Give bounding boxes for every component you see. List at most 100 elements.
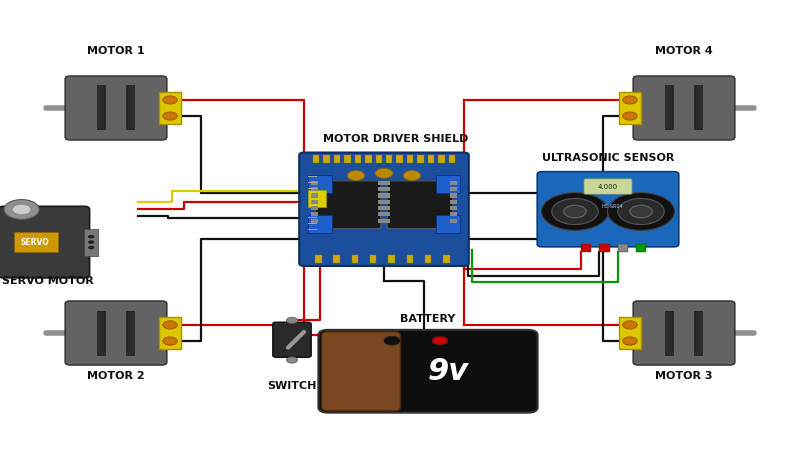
Bar xyxy=(428,155,434,163)
Bar xyxy=(334,155,340,163)
Bar xyxy=(694,86,703,130)
Bar xyxy=(158,317,181,349)
FancyBboxPatch shape xyxy=(65,76,166,140)
Circle shape xyxy=(163,96,178,104)
Circle shape xyxy=(384,336,400,345)
Bar xyxy=(438,155,445,163)
Bar xyxy=(308,215,332,233)
Bar xyxy=(665,310,674,356)
Bar xyxy=(383,187,390,191)
Bar xyxy=(311,187,318,191)
Bar xyxy=(383,212,390,216)
Bar xyxy=(323,155,330,163)
Bar xyxy=(311,206,318,210)
Bar xyxy=(618,244,628,252)
Circle shape xyxy=(286,357,298,363)
Bar xyxy=(406,255,413,263)
Circle shape xyxy=(622,112,638,120)
Bar xyxy=(665,86,674,130)
Bar xyxy=(84,229,98,256)
Bar xyxy=(599,244,610,252)
Bar xyxy=(450,181,457,185)
Bar xyxy=(636,244,646,252)
Text: MOTOR 4: MOTOR 4 xyxy=(655,46,713,56)
Bar xyxy=(378,187,385,191)
Bar xyxy=(126,310,135,356)
Bar xyxy=(397,155,403,163)
Bar xyxy=(694,310,703,356)
Text: 9v: 9v xyxy=(427,357,469,386)
Bar xyxy=(126,86,135,130)
FancyBboxPatch shape xyxy=(273,322,311,357)
Bar xyxy=(344,155,350,163)
Bar xyxy=(425,255,431,263)
Bar xyxy=(315,255,322,263)
Circle shape xyxy=(163,337,178,345)
FancyBboxPatch shape xyxy=(634,76,734,140)
Bar xyxy=(365,155,371,163)
Circle shape xyxy=(88,240,94,244)
Bar xyxy=(383,194,390,198)
Bar xyxy=(378,219,385,223)
Circle shape xyxy=(88,235,94,238)
FancyBboxPatch shape xyxy=(387,181,453,229)
Bar xyxy=(378,194,385,198)
Bar xyxy=(370,255,377,263)
Bar xyxy=(443,255,450,263)
Text: BATTERY: BATTERY xyxy=(400,314,456,324)
Circle shape xyxy=(163,112,178,120)
Bar xyxy=(436,175,460,193)
Bar xyxy=(378,206,385,210)
Bar xyxy=(383,200,390,204)
FancyBboxPatch shape xyxy=(584,179,632,194)
FancyBboxPatch shape xyxy=(65,301,166,365)
Bar xyxy=(581,244,591,252)
Bar xyxy=(308,190,326,207)
Bar xyxy=(313,155,319,163)
FancyBboxPatch shape xyxy=(0,206,90,278)
Bar xyxy=(418,155,424,163)
Circle shape xyxy=(12,204,31,215)
Bar xyxy=(450,219,457,223)
Circle shape xyxy=(542,193,609,230)
Bar xyxy=(311,212,318,216)
FancyBboxPatch shape xyxy=(634,301,734,365)
Circle shape xyxy=(552,198,598,225)
Bar xyxy=(354,155,361,163)
Bar xyxy=(450,206,457,210)
Bar xyxy=(450,187,457,191)
Bar xyxy=(383,206,390,210)
Text: MOTOR 3: MOTOR 3 xyxy=(655,371,713,381)
Text: SERVO MOTOR: SERVO MOTOR xyxy=(2,276,94,286)
Text: SERVO: SERVO xyxy=(21,238,50,247)
Bar xyxy=(386,155,393,163)
Circle shape xyxy=(347,171,365,180)
Bar xyxy=(449,155,455,163)
Bar xyxy=(308,175,332,193)
Text: ULTRASONIC SENSOR: ULTRASONIC SENSOR xyxy=(542,153,674,163)
Bar xyxy=(97,310,106,356)
Bar xyxy=(311,194,318,198)
Bar xyxy=(450,200,457,204)
Circle shape xyxy=(630,205,652,218)
Circle shape xyxy=(622,321,638,329)
Bar xyxy=(375,155,382,163)
Bar xyxy=(311,181,318,185)
Bar xyxy=(311,219,318,223)
Text: MOTOR DRIVER SHIELD: MOTOR DRIVER SHIELD xyxy=(323,134,469,144)
Circle shape xyxy=(4,200,39,220)
Circle shape xyxy=(375,168,393,178)
Circle shape xyxy=(607,193,674,230)
Circle shape xyxy=(622,337,638,345)
Text: HC-SR04: HC-SR04 xyxy=(601,204,623,210)
Text: SWITCH: SWITCH xyxy=(267,382,317,392)
Text: MOTOR 1: MOTOR 1 xyxy=(87,46,145,56)
Circle shape xyxy=(564,205,586,218)
FancyBboxPatch shape xyxy=(322,332,401,411)
Bar xyxy=(450,194,457,198)
Bar xyxy=(619,317,641,349)
Bar xyxy=(334,255,340,263)
Bar xyxy=(450,212,457,216)
FancyBboxPatch shape xyxy=(299,153,469,266)
Bar xyxy=(388,255,394,263)
